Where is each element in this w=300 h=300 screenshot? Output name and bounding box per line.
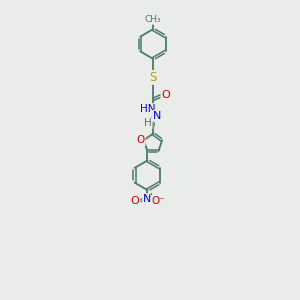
Text: S: S xyxy=(149,71,157,84)
Text: HN: HN xyxy=(140,104,155,114)
Text: N: N xyxy=(143,194,152,204)
Text: H: H xyxy=(144,118,152,128)
Text: +: + xyxy=(147,192,154,201)
Text: O: O xyxy=(131,196,140,206)
Text: O: O xyxy=(136,135,145,145)
Text: O⁻: O⁻ xyxy=(151,196,165,206)
Text: O: O xyxy=(161,90,170,100)
Text: CH₃: CH₃ xyxy=(145,15,161,24)
Text: N: N xyxy=(153,111,161,121)
